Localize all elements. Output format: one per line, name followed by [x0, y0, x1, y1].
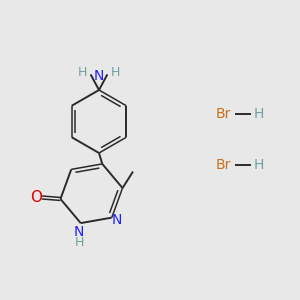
- Text: N: N: [74, 225, 84, 238]
- Text: N: N: [94, 69, 104, 83]
- Text: H: H: [254, 107, 264, 121]
- Text: Br: Br: [216, 158, 231, 172]
- Text: Br: Br: [216, 107, 231, 121]
- Text: H: H: [78, 65, 87, 79]
- Text: O: O: [31, 190, 43, 205]
- Text: H: H: [111, 65, 120, 79]
- Text: H: H: [74, 236, 84, 249]
- Text: H: H: [254, 158, 264, 172]
- Text: N: N: [112, 213, 122, 227]
